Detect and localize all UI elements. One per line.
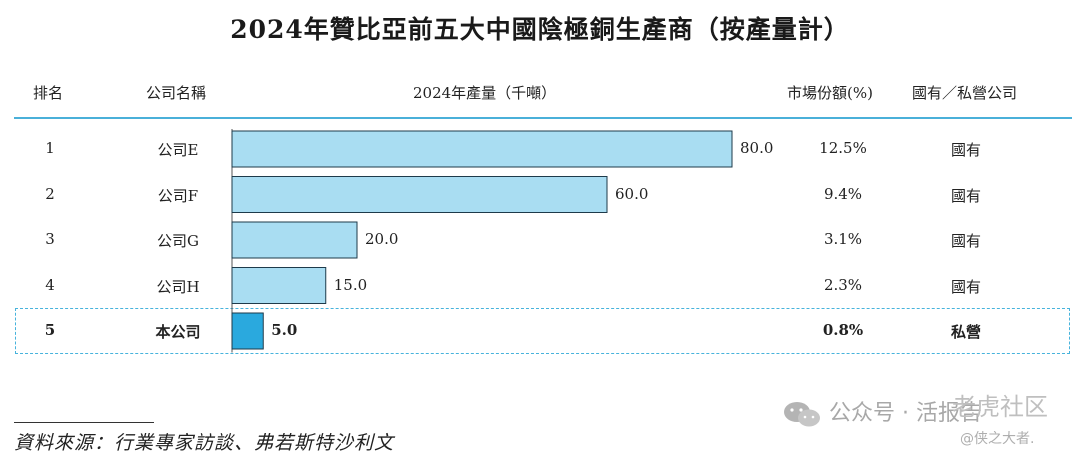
- bar-2: [231, 176, 608, 213]
- market-share-cell: 9.4%: [823, 184, 863, 203]
- ownership-cell: 私營: [950, 323, 982, 341]
- header-market-share: 市場份額(%): [787, 84, 873, 102]
- bar-value-label: 15.0: [333, 275, 368, 294]
- rank-cell: 4: [45, 275, 55, 294]
- company-name-cell: 本公司: [155, 323, 201, 341]
- source-note: 資料來源：行業專家訪談、弗若斯特沙利文: [14, 432, 395, 454]
- ownership-cell: 國有: [950, 186, 982, 205]
- company-name-cell: 公司G: [157, 232, 199, 250]
- header-divider: [14, 117, 1072, 119]
- company-name-cell: 公司F: [157, 186, 199, 205]
- watermark-text: 公众号 · 活报告: [829, 401, 982, 426]
- wechat-watermark: 公众号 · 活报告 老虎社区: [782, 393, 1048, 429]
- own-company-highlight-box: [15, 308, 1070, 354]
- header-company-name: 公司名稱: [146, 84, 207, 102]
- bar-value-label: 20.0: [365, 230, 399, 248]
- company-name-cell: 公司H: [156, 277, 200, 296]
- header-rank: 排名: [33, 84, 64, 102]
- page-title: 2024年贊比亞前五大中國陰極銅生產商（按產量計）: [230, 15, 850, 44]
- rank-cell: 5: [44, 321, 56, 339]
- bar-1: [231, 130, 733, 168]
- ownership-cell: 國有: [950, 141, 982, 159]
- wechat-icon: [784, 402, 820, 427]
- watermark-overlay: 老虎社区: [952, 393, 1048, 421]
- bar-5: [231, 312, 264, 350]
- rank-cell: 1: [45, 139, 55, 157]
- rank-cell: 3: [45, 230, 55, 248]
- bar-4: [231, 267, 327, 304]
- market-share-cell: 12.5%: [819, 139, 867, 157]
- bar-3: [231, 221, 358, 259]
- ownership-cell: 國有: [950, 232, 982, 250]
- source-divider: [14, 422, 154, 423]
- bar-value-label: 60.0: [615, 184, 649, 203]
- market-share-cell: 0.8%: [822, 321, 864, 339]
- rank-cell: 2: [45, 184, 55, 203]
- bar-value-label: 5.0: [271, 321, 298, 339]
- company-name-cell: 公司E: [157, 141, 199, 159]
- header-output: 2024年產量（千噸）: [413, 84, 557, 102]
- market-share-cell: 3.1%: [823, 230, 863, 248]
- ownership-cell: 國有: [950, 277, 982, 296]
- watermark-handle: @侠之大者.: [960, 431, 1035, 447]
- market-share-cell: 2.3%: [823, 275, 863, 294]
- header-ownership: 國有／私營公司: [912, 84, 1018, 102]
- bar-value-label: 80.0: [740, 139, 774, 157]
